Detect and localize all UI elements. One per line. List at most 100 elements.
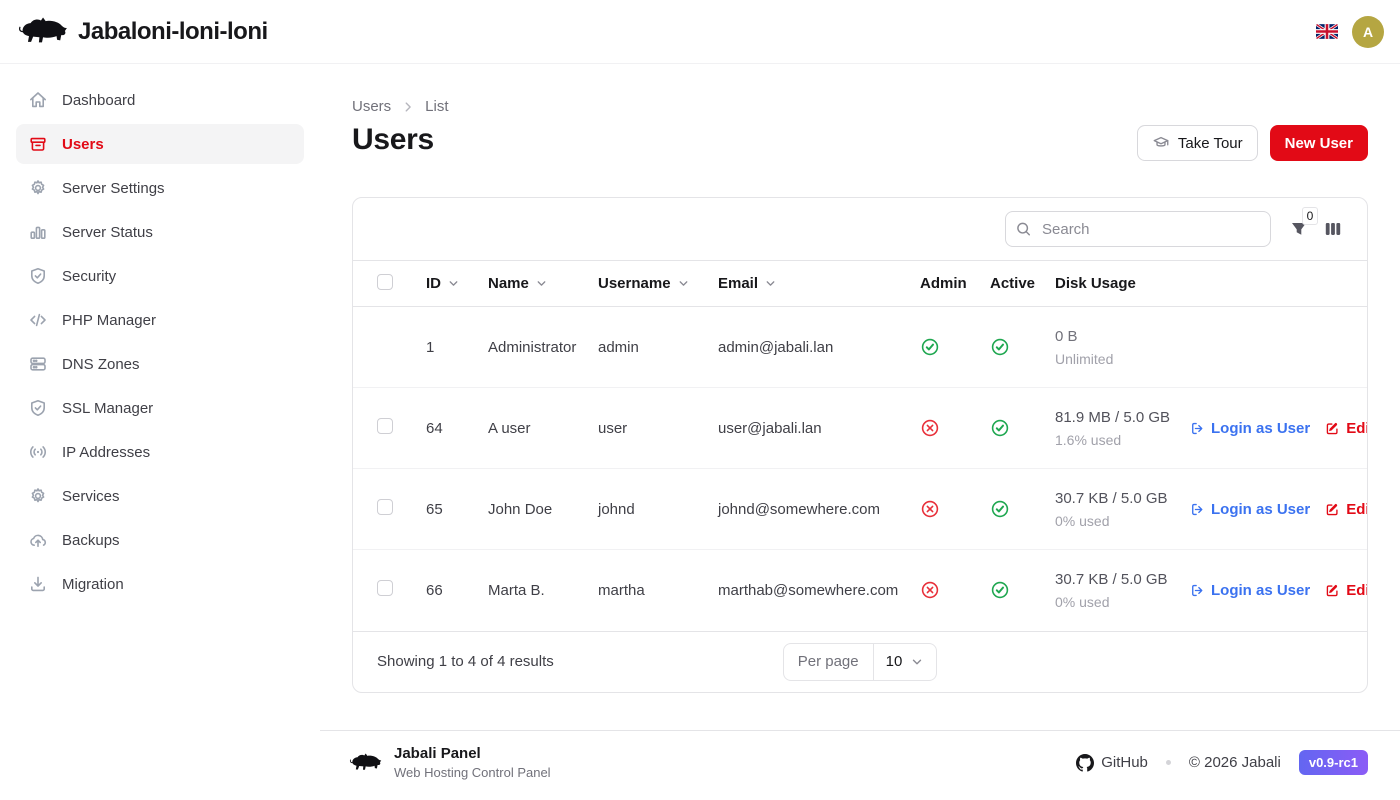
github-icon [1076, 753, 1095, 772]
page-title: Users [352, 123, 434, 156]
table-row: 66 Marta B. martha marthab@somewhere.com 30.… [353, 550, 1367, 631]
sidebar-item-ip-addresses[interactable]: IP Addresses [16, 432, 304, 472]
per-page-select[interactable]: 10 [874, 644, 937, 680]
column-header-id[interactable]: ID [426, 275, 460, 292]
chevron-down-icon [679, 281, 687, 286]
chevron-down-icon [913, 659, 922, 664]
cell-id: 66 [426, 581, 443, 599]
filter-count-badge: 0 [1302, 207, 1318, 225]
sidebar-item-backups[interactable]: Backups [16, 520, 304, 560]
row-checkbox[interactable] [377, 580, 393, 597]
columns-icon [1323, 219, 1343, 239]
sidebar-item-dns-zones[interactable]: DNS Zones [16, 344, 304, 384]
code-icon [28, 310, 48, 330]
cell-disk-usage: 81.9 MB / 5.0 GB 1.6% used [1047, 387, 1181, 469]
login-as-user-button[interactable]: Login as User [1189, 501, 1310, 518]
sidebar-item-ssl-manager[interactable]: SSL Manager [16, 388, 304, 428]
results-summary: Showing 1 to 4 of 4 results [377, 653, 554, 670]
edit-icon [1324, 501, 1341, 518]
gear-icon [28, 178, 48, 198]
users-tray-icon [28, 134, 48, 154]
column-header-name[interactable]: Name [488, 275, 548, 292]
sidebar-item-services[interactable]: Services [16, 476, 304, 516]
sidebar-item-label: Migration [62, 575, 124, 593]
sidebar-item-label: Backups [62, 531, 120, 549]
footer-brand: Jabali Panel [394, 745, 481, 762]
table-row: 64 A user user user@jabali.lan 81.9 MB / 5.0… [353, 387, 1367, 469]
cell-username: admin [590, 306, 710, 388]
chevron-right-icon [401, 100, 415, 114]
filter-button[interactable]: 0 [1289, 207, 1318, 239]
sidebar-item-server-settings[interactable]: Server Settings [16, 168, 304, 208]
column-header-admin: Admin [912, 260, 982, 307]
cell-username: johnd [590, 468, 710, 550]
breadcrumb-users[interactable]: Users [352, 98, 392, 115]
sidebar-item-label: Server Status [62, 223, 153, 241]
cell-id: 1 [418, 306, 480, 388]
row-checkbox[interactable] [377, 499, 393, 515]
table-header-row: ID Name Username Email Admin Active Disk… [353, 260, 1367, 307]
dot-separator [1165, 760, 1171, 765]
take-tour-button[interactable]: Take Tour [1136, 125, 1258, 161]
edit-icon [1324, 582, 1341, 599]
sidebar-item-server-status[interactable]: Server Status [16, 212, 304, 252]
cell-email: marthab@somewhere.com [718, 581, 899, 599]
chevron-down-icon [766, 281, 775, 286]
sidebar-item-dashboard[interactable]: Dashboard [16, 80, 304, 120]
boar-logo-icon [16, 15, 68, 49]
edit-button[interactable]: Edit [1324, 501, 1367, 518]
cell-disk-usage: 0 B Unlimited [1047, 306, 1181, 388]
cell-username: user [590, 387, 710, 469]
user-avatar[interactable]: A [1352, 15, 1384, 48]
new-user-button[interactable]: New User [1269, 125, 1368, 161]
cell-disk-usage: 30.7 KB / 5.0 GB 0% used [1047, 468, 1181, 550]
sidebar-item-label: DNS Zones [62, 355, 140, 373]
users-table: ID Name Username Email Admin Active Disk… [353, 260, 1367, 631]
server-stack-icon [28, 354, 48, 374]
edit-button[interactable]: Edit [1324, 420, 1367, 437]
chevron-down-icon [537, 281, 546, 286]
active-check-circle-icon [990, 499, 1039, 519]
login-icon [1189, 420, 1206, 437]
per-page-control: Per page 10 [782, 642, 938, 681]
uk-flag-icon[interactable] [1316, 24, 1338, 39]
admin-x-circle-icon [920, 418, 974, 438]
cell-disk-usage: 30.7 KB / 5.0 GB 0% used [1055, 570, 1168, 610]
login-as-user-button[interactable]: Login as User [1189, 582, 1310, 599]
cell-name: John Doe [480, 468, 590, 550]
sidebar-item-label: Security [62, 267, 117, 285]
version-badge[interactable]: v0.9-rc1 [1298, 750, 1368, 775]
funnel-icon [1289, 219, 1309, 239]
gear-icon [28, 486, 48, 506]
row-checkbox[interactable] [377, 418, 393, 434]
column-header-username[interactable]: Username [598, 275, 690, 292]
columns-button[interactable] [1323, 219, 1343, 239]
breadcrumb-list[interactable]: List [425, 98, 449, 115]
cloud-upload-icon [28, 530, 48, 550]
column-header-active: Active [982, 260, 1047, 307]
cell-id: 64 [418, 387, 480, 469]
sidebar-item-users[interactable]: Users [16, 124, 304, 164]
sidebar-item-label: Dashboard [62, 91, 136, 109]
select-all-checkbox[interactable] [377, 273, 393, 290]
login-as-user-button[interactable]: Login as User [1189, 420, 1310, 437]
app-title: Jabaloni-loni-loni [78, 17, 268, 45]
active-check-circle-icon [990, 337, 1039, 357]
graduation-cap-icon [1152, 134, 1170, 152]
github-link[interactable]: GitHub [1076, 753, 1148, 772]
topbar: Jabaloni-loni-loni A [0, 0, 1400, 64]
sidebar-item-security[interactable]: Security [16, 256, 304, 296]
sidebar-item-label: Services [62, 487, 120, 505]
search-input[interactable] [1005, 211, 1271, 247]
column-header-disk-usage: Disk Usage [1047, 260, 1181, 307]
column-header-email[interactable]: Email [718, 275, 777, 292]
sidebar-item-label: Server Settings [62, 179, 165, 197]
sidebar-item-migration[interactable]: Migration [16, 564, 304, 604]
home-icon [28, 90, 48, 110]
login-icon [1189, 582, 1206, 599]
app-logo[interactable]: Jabaloni-loni-loni [16, 15, 268, 49]
edit-button[interactable]: Edit [1324, 582, 1367, 599]
sidebar-item-php-manager[interactable]: PHP Manager [16, 300, 304, 340]
cell-email: admin@jabali.lan [710, 306, 912, 388]
edit-icon [1324, 420, 1341, 437]
